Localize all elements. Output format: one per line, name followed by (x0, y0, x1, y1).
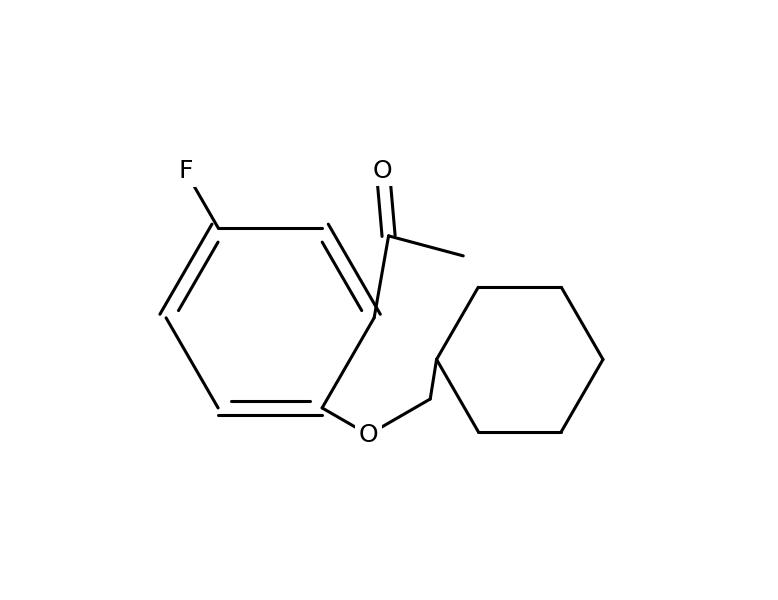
Text: F: F (178, 159, 193, 183)
Text: O: O (359, 422, 378, 446)
Text: O: O (373, 159, 393, 183)
